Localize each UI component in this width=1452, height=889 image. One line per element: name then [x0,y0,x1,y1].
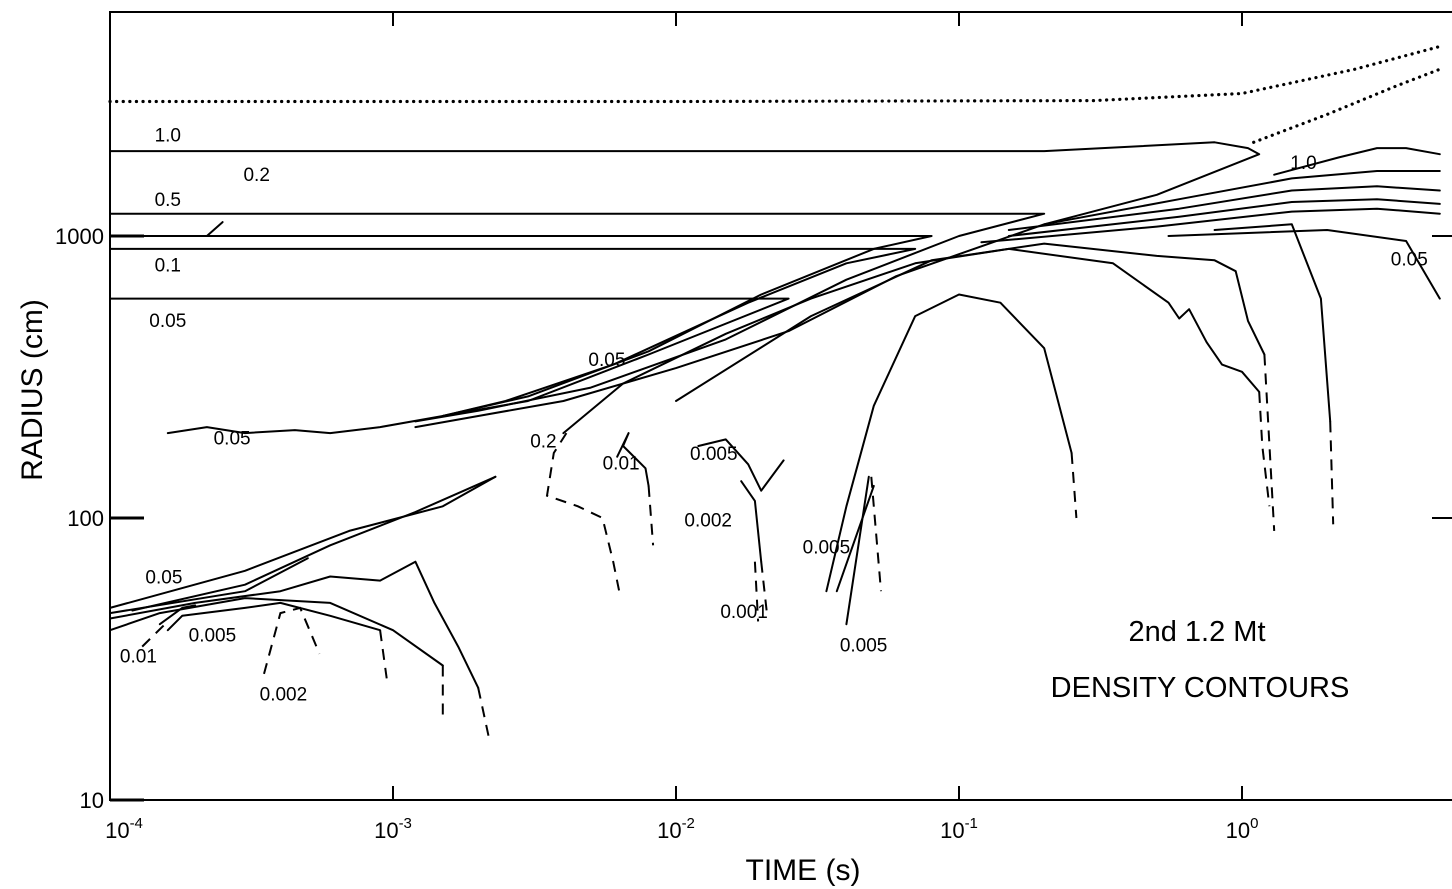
solid-contour-17 [1167,229,1441,300]
contour-label-2: 0.2 [243,165,269,186]
x-axis-label: TIME (s) [746,854,861,887]
contour-label-13: 0.005 [803,537,851,558]
x-tick-label-4: 100 [1226,815,1259,843]
dashed-contour-42 [263,606,321,675]
solid-contour-11 [980,207,1441,244]
dotted-contour-1 [1252,67,1442,144]
solid-contour-12 [1273,147,1441,176]
contour-label-8: 0.05 [214,428,251,449]
solid-contour-2 [109,141,1261,429]
contour-lines [108,44,1442,743]
solid-contour-7 [205,221,224,237]
contour-label-11: 0.005 [690,444,738,465]
x-tick-label-1: 10-3 [374,815,412,843]
solid-contour-34 [109,557,309,615]
contour-label-16: 0.05 [145,568,182,589]
dashed-contour-41 [141,620,169,648]
dotted-contour-0 [108,44,1442,104]
solid-contour-30 [845,475,870,626]
contour-label-17: 0.005 [189,626,237,647]
solid-contour-8 [1043,170,1441,226]
solid-contour-35 [109,560,480,689]
x-tick-label-3: 10-1 [940,815,978,843]
solid-contour-18 [562,247,1261,435]
dashed-contour-28 [753,561,760,622]
contour-label-3: 0.1 [155,255,181,276]
solid-contour-25 [697,438,785,492]
y-tick-label-2: 1000 [55,224,104,249]
contour-label-0: 1.0 [155,126,181,147]
contour-label-4: 0.05 [149,311,186,332]
y-tick-label-0: 10 [80,788,104,813]
solid-contour-43 [158,604,197,626]
contour-label-19: 0.002 [260,684,308,705]
solid-contour-10 [1007,198,1441,237]
dashed-contour-16 [1329,421,1335,525]
solid-contour-23 [616,432,650,487]
plot-frame [109,11,1452,801]
solid-contour-32 [109,475,497,609]
contour-label-10: 0.01 [603,453,640,474]
dashed-contour-31 [870,476,882,592]
contour-label-14: 0.001 [720,602,768,623]
solid-contour-21 [825,293,1073,593]
y-tick-label-1: 100 [67,506,104,531]
y-axis-ticks: 10 100 1000 [55,224,1452,813]
x-tick-label-2: 10-2 [657,815,695,843]
dashed-contour-14 [1263,354,1276,531]
solid-contour-29 [835,484,875,593]
solid-contour-39 [166,601,382,632]
contour-label-1: 0.5 [155,190,181,211]
dashed-contour-36 [477,687,491,743]
dashed-contour-24 [647,485,655,546]
contour-label-5: 1.0 [1290,153,1316,174]
y-axis-label: RADIUS (cm) [16,299,49,481]
solid-contour-33 [131,475,497,612]
contour-labels: 1.0 0.5 0.2 0.1 0.05 1.0 0.05 0.05 0.05 0.2 0.01 0.… [120,126,1428,706]
solid-contour-26 [740,480,763,563]
solid-contour-13 [675,242,1266,402]
dashed-contour-22 [1070,452,1078,519]
contour-label-7: 0.05 [588,350,625,371]
contour-label-9: 0.2 [530,432,556,453]
chart-title: 2nd 1.2 Mt [1128,616,1265,648]
solid-contour-5 [109,247,917,417]
chart-subtitle: DENSITY CONTOURS [1051,672,1350,704]
x-axis-ticks: 10-4 10-3 10-2 10-1 100 [105,12,1258,843]
solid-contour-37 [109,597,444,667]
contour-label-15: 0.005 [840,636,888,657]
solid-contour-15 [1213,223,1332,423]
solid-contour-6 [109,297,790,435]
x-tick-label-0: 10-4 [105,815,143,843]
solid-contour-4 [109,235,933,417]
contour-label-6: 0.05 [1391,249,1428,270]
contour-label-12: 0.002 [684,511,732,532]
solid-contour-3 [109,212,1046,423]
dashed-contour-27 [760,561,769,616]
solid-contour-9 [1007,185,1441,231]
contour-label-18: 0.01 [120,647,157,668]
dashed-contour-40 [379,630,388,679]
dashed-contour-19 [1258,391,1271,507]
dashed-contour-20 [545,432,621,592]
